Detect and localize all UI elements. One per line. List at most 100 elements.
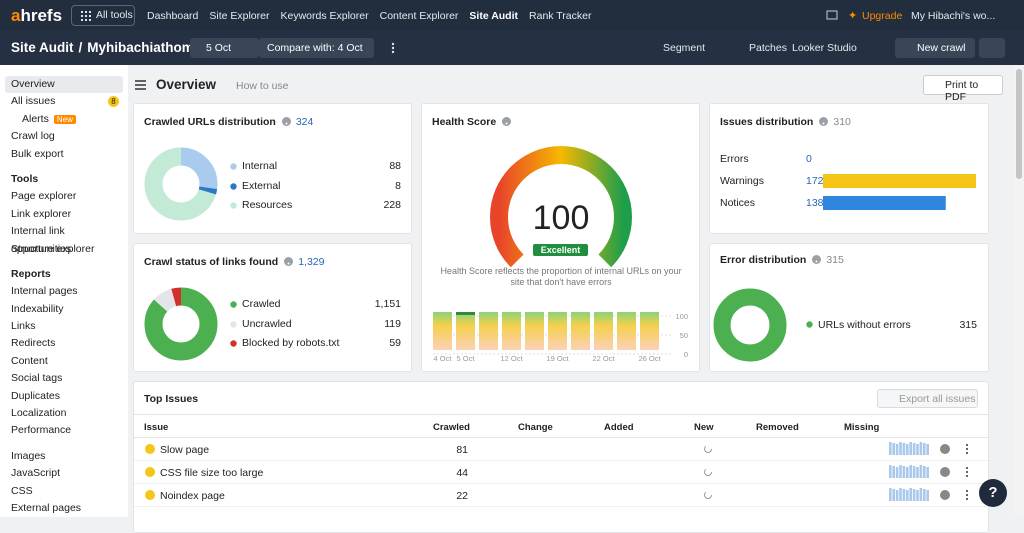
column-header[interactable]: Added	[604, 422, 634, 433]
sidebar-item[interactable]: Structure explorer	[5, 241, 123, 258]
account-menu[interactable]: My Hibachi's wo...	[911, 10, 996, 22]
crumb[interactable]: Site Audit	[11, 40, 74, 55]
legend-label[interactable]: Uncrawled	[242, 318, 292, 330]
patches-button[interactable]: Patches	[749, 42, 787, 54]
sidebar-item[interactable]: Social tags	[5, 370, 123, 387]
info-icon[interactable]	[819, 117, 829, 126]
crawled-value[interactable]: 81	[456, 444, 468, 456]
compare-button[interactable]: Compare with: 4 Oct	[259, 38, 374, 58]
nav-link[interactable]: Keywords Explorer	[280, 10, 369, 22]
sparkline-bar	[892, 489, 895, 501]
card-title: Error distribution	[720, 254, 807, 266]
sidebar-item[interactable]: Internal link opportunities	[5, 223, 123, 254]
crumb[interactable]: Myhibachiathome	[87, 40, 202, 55]
legend-label[interactable]: URLs without errors	[818, 319, 911, 331]
sparkline-bar	[909, 465, 912, 478]
sidebar-item[interactable]: Links	[5, 318, 123, 335]
bar	[617, 312, 636, 350]
logo[interactable]: ahrefs	[11, 6, 63, 25]
issue-name[interactable]: Slow page	[160, 444, 210, 456]
sidebar-item[interactable]: Link explorer	[5, 206, 123, 223]
date-button[interactable]: 5 Oct	[190, 38, 259, 58]
column-header[interactable]: New	[694, 422, 714, 433]
sidebar-item[interactable]: Redirects	[5, 335, 123, 352]
all-tools-button[interactable]: All tools	[71, 5, 135, 26]
sub-nav: Site Audit / Myhibachiathome 5 Oct Compare…	[0, 30, 1024, 65]
looker-button[interactable]: Looker Studio	[792, 42, 857, 54]
legend-label[interactable]: Resources	[242, 199, 293, 211]
row-label[interactable]: Notices	[720, 197, 756, 209]
row-label[interactable]: Errors	[720, 153, 749, 165]
upgrade-link[interactable]: Upgrade	[862, 10, 903, 22]
sidebar-item[interactable]: Images	[5, 448, 123, 465]
sidebar-item[interactable]: Localization	[5, 405, 123, 422]
sidebar-item[interactable]: Indexability	[5, 301, 123, 318]
column-header[interactable]: Removed	[756, 422, 799, 433]
issue-name[interactable]: CSS file size too large	[160, 467, 264, 479]
column-header[interactable]: Change	[518, 422, 553, 433]
legend-label[interactable]: Internal	[242, 160, 278, 172]
sparkline-bar	[923, 489, 926, 501]
sidebar-label: Structure explorer	[11, 242, 95, 255]
legend-value: 1,151	[374, 298, 401, 310]
sidebar-item[interactable]: CSS	[5, 483, 123, 500]
nav-link[interactable]: Rank Tracker	[529, 10, 592, 22]
sidebar-item[interactable]: Page explorer	[5, 188, 123, 205]
how-to-link[interactable]: How to use	[236, 80, 289, 92]
monitor-icon[interactable]	[826, 10, 838, 21]
legend-label[interactable]: Crawled	[242, 298, 281, 310]
export-button[interactable]: Export all issues	[877, 389, 978, 408]
sparkline-bar	[919, 442, 923, 455]
row-value[interactable]: 138	[806, 197, 824, 209]
crawled-value[interactable]: 22	[456, 490, 468, 502]
x-tick-label: 26 Oct	[638, 354, 661, 363]
info-icon[interactable]	[502, 117, 512, 126]
new-spinner	[704, 491, 712, 499]
issue-name[interactable]: Noindex page	[160, 490, 225, 502]
settings-button[interactable]	[979, 38, 1005, 58]
row-value[interactable]: 172	[806, 175, 824, 187]
bar	[823, 196, 946, 210]
sidebar-item[interactable]: JavaScript	[5, 465, 123, 482]
sidebar-item[interactable]: Alerts New	[5, 111, 123, 128]
column-header[interactable]: Missing	[844, 422, 880, 433]
crawled-value[interactable]: 44	[456, 467, 468, 479]
sidebar-label: Redirects	[11, 337, 56, 350]
nav-link[interactable]: Dashboard	[147, 10, 199, 22]
row-value[interactable]: 0	[806, 153, 812, 165]
sidebar-item[interactable]: Content	[5, 353, 123, 370]
help-button[interactable]: ?	[979, 479, 1007, 507]
divider	[134, 506, 988, 507]
sidebar-label: External pages	[11, 501, 82, 514]
legend-label[interactable]: External	[242, 180, 281, 192]
sparkline-bar	[902, 443, 906, 455]
sidebar-item[interactable]: External pages	[5, 500, 123, 517]
info-icon[interactable]	[812, 255, 822, 264]
column-header[interactable]: Crawled	[433, 422, 470, 433]
nav-link[interactable]: Site Audit	[469, 10, 519, 22]
legend-dot	[806, 321, 813, 328]
new-crawl-button[interactable]: New crawl	[895, 38, 975, 58]
sidebar-item[interactable]: Overview	[5, 76, 123, 94]
row-label[interactable]: Warnings	[720, 175, 764, 187]
more-icon[interactable]	[390, 42, 396, 54]
sidebar-item[interactable]: Internal pages	[5, 283, 123, 300]
nav-link[interactable]: Site Explorer	[209, 10, 270, 22]
column-header[interactable]: Issue	[144, 422, 169, 433]
sidebar-item[interactable]: All issues 8	[5, 93, 123, 110]
sidebar-item[interactable]: Crawl log	[5, 128, 123, 145]
sidebar-label: Images	[11, 449, 46, 462]
bar	[823, 174, 976, 188]
print-button[interactable]: Print to PDF	[923, 75, 1003, 103]
info-icon[interactable]	[281, 117, 291, 126]
info-icon[interactable]	[284, 257, 294, 266]
nav-link[interactable]: Content Explorer	[379, 10, 459, 22]
scroll-thumb[interactable]	[1016, 69, 1022, 179]
legend-label[interactable]: Blocked by robots.txt	[242, 337, 340, 349]
bar	[525, 312, 544, 350]
segment-button[interactable]: Segment	[663, 42, 706, 54]
menu-icon[interactable]	[135, 80, 147, 90]
sidebar-item[interactable]: Bulk export	[5, 146, 123, 163]
sidebar-item[interactable]: Performance	[5, 422, 123, 439]
sidebar-item[interactable]: Duplicates	[5, 388, 123, 405]
